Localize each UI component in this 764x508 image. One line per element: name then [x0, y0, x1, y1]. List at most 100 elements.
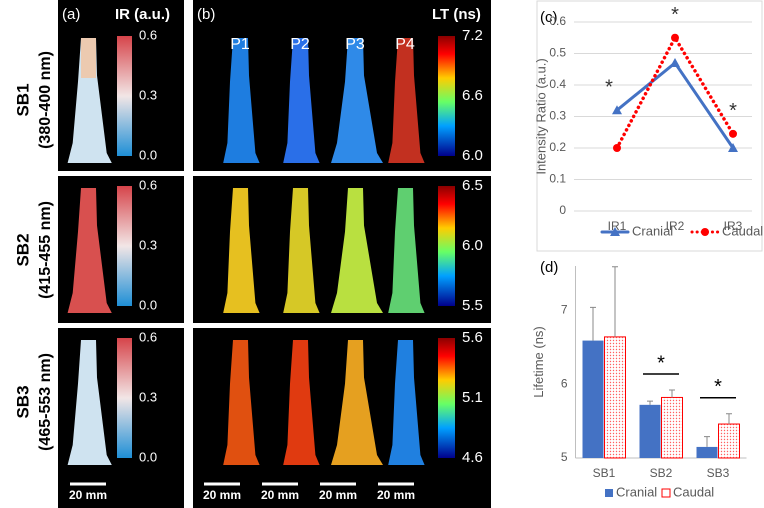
- tissue: [223, 188, 260, 313]
- tissue: [67, 188, 112, 313]
- x-tick-label: SB2: [650, 466, 673, 480]
- scale-bar-label: 20 mm: [319, 488, 357, 502]
- row-range: (380-400 nm): [37, 51, 54, 149]
- row-gap: [58, 323, 491, 328]
- colorbar-tick-label: 5.5: [462, 297, 483, 314]
- line: [615, 34, 735, 150]
- x-tick-label: SB3: [707, 466, 730, 480]
- bar: [639, 404, 661, 458]
- colorbar: [438, 338, 455, 458]
- tissue: [283, 188, 320, 313]
- legend-marker: [701, 228, 709, 236]
- y-tick-label: 0: [559, 203, 566, 217]
- annotation: *: [729, 100, 737, 122]
- marker: [728, 143, 738, 152]
- scale-bar-label: 20 mm: [261, 488, 299, 502]
- chart-frame: [536, 0, 763, 252]
- panel-title: IR (a.u.): [115, 6, 170, 23]
- error-bar: [590, 306, 596, 341]
- row-range: (415-455 nm): [37, 201, 54, 299]
- colorbar: [117, 338, 132, 458]
- error-bar: [612, 266, 618, 337]
- tissue: [331, 38, 383, 163]
- tissue: [223, 38, 260, 163]
- colorbar-tick-label: 0.0: [139, 449, 157, 464]
- error-bar: [726, 413, 732, 425]
- panel-label: (d): [540, 259, 558, 276]
- bar: [718, 423, 740, 459]
- y-axis-label: Lifetime (ns): [531, 326, 546, 398]
- tissue: [388, 188, 425, 313]
- y-tick-label: 7: [561, 302, 568, 316]
- annotation: *: [671, 4, 679, 26]
- row-range: (465-553 nm): [37, 353, 54, 451]
- x-tick-label: IR3: [724, 219, 743, 233]
- colorbar-tick-label: 6.6: [462, 87, 483, 104]
- marker: [670, 57, 680, 67]
- colorbar: [438, 186, 455, 306]
- legend-swatch: [605, 489, 613, 497]
- colorbar-tick-label: 5.1: [462, 389, 483, 406]
- colorbar: [438, 36, 455, 156]
- bar: [604, 336, 626, 459]
- tissue-highlight: [81, 38, 96, 78]
- tissue: [283, 340, 320, 465]
- y-tick-label: 0.1: [549, 172, 566, 186]
- legend-label: Cranial: [632, 223, 673, 238]
- tissue: [223, 340, 260, 465]
- tissue: [388, 340, 425, 465]
- colorbar-tick-label: 5.6: [462, 329, 483, 346]
- annotation: *: [605, 76, 613, 98]
- row-name: SB1: [13, 83, 32, 116]
- x-tick-label: SB1: [593, 466, 616, 480]
- panel-title: LT (ns): [432, 6, 481, 23]
- annotation: *: [714, 376, 722, 398]
- legend-label: Caudal: [722, 223, 763, 238]
- y-axis-label: Intensity Ratio (a.u.): [533, 58, 548, 174]
- tissue: [331, 188, 383, 313]
- legend-label: Cranial: [616, 484, 657, 499]
- tissue: [67, 38, 112, 163]
- column-label: P2: [290, 36, 310, 53]
- bar: [582, 340, 604, 458]
- y-tick-label: 0.2: [549, 140, 566, 154]
- panel-label: (a): [62, 6, 80, 23]
- column-label: P1: [230, 36, 250, 53]
- colorbar-tick-label: 7.2: [462, 27, 483, 44]
- y-tick-label: 5: [561, 450, 568, 464]
- legend-marker: [610, 227, 620, 236]
- colorbar-tick-label: 0.3: [139, 87, 157, 102]
- y-tick-label: 0.4: [549, 77, 566, 91]
- scale-bar-label: 20 mm: [203, 488, 241, 502]
- row-name: SB2: [13, 233, 32, 266]
- colorbar-tick-label: 0.6: [139, 27, 157, 42]
- marker: [613, 144, 621, 152]
- bar: [696, 446, 718, 458]
- tissue: [331, 340, 383, 465]
- marker: [671, 33, 679, 42]
- row-name: SB3: [13, 385, 32, 418]
- error-bar: [669, 389, 675, 398]
- error-bar: [704, 436, 710, 447]
- bar: [661, 396, 683, 459]
- colorbar-tick-label: 0.0: [139, 297, 157, 312]
- tissue: [283, 38, 320, 163]
- x-tick-label: IR1: [608, 219, 627, 233]
- scale-bar-label: 20 mm: [69, 488, 107, 502]
- panel-gap: [184, 0, 193, 508]
- scale-bar-label: 20 mm: [377, 488, 415, 502]
- legend-label: Caudal: [673, 484, 714, 499]
- legend-swatch: [661, 488, 671, 498]
- panel-label: (c): [540, 9, 558, 26]
- colorbar-tick-label: 0.0: [139, 147, 157, 162]
- colorbar: [117, 36, 132, 156]
- y-tick-label: 0.6: [549, 14, 566, 28]
- tissue: [388, 38, 425, 163]
- colorbar-tick-label: 6.0: [462, 237, 483, 254]
- y-tick-label: 0.5: [549, 46, 566, 60]
- colorbar-tick-label: 4.6: [462, 449, 483, 466]
- marker: [729, 129, 737, 138]
- colorbar-tick-label: 0.3: [139, 389, 157, 404]
- row-gap: [58, 171, 491, 176]
